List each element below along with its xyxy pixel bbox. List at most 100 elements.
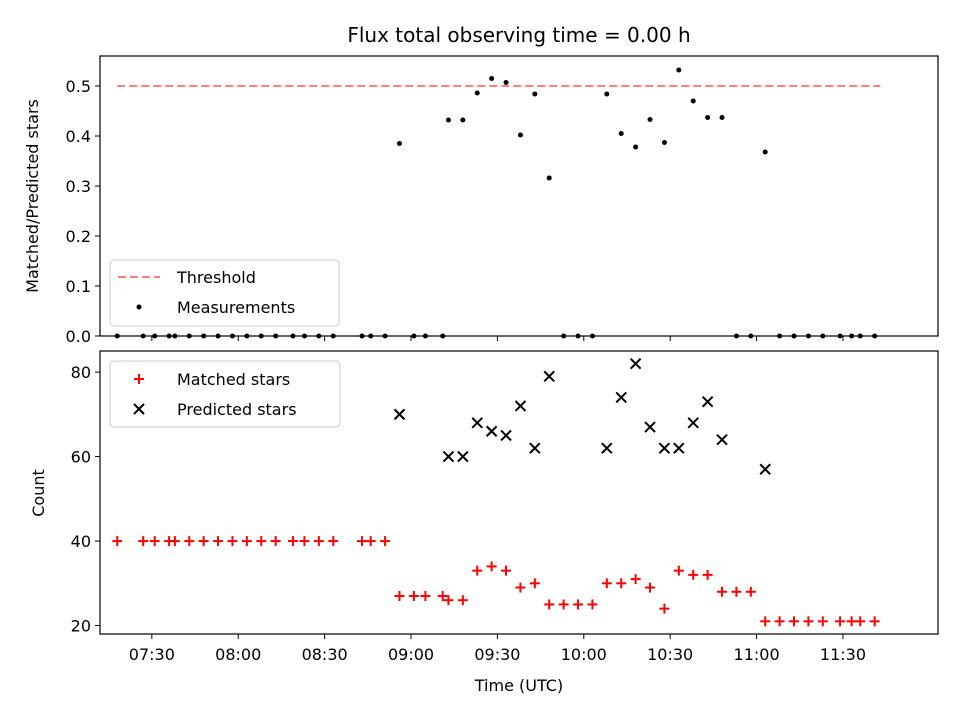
ratio-y-ticks: 0.0 0.1 0.2 0.3 0.4 0.5 <box>66 77 100 346</box>
predicted-star-point <box>629 357 642 370</box>
matched-star-point <box>365 536 376 547</box>
predicted-star-point <box>457 450 469 463</box>
measurement-point <box>396 141 402 146</box>
ratio-y-axis-label: Matched/Predicted stars <box>23 99 42 293</box>
matched-star-point <box>760 616 771 627</box>
matched-star-point <box>437 590 448 601</box>
measurement-point <box>460 117 466 123</box>
predicted-star-point <box>543 370 555 383</box>
matched-star-point <box>688 569 699 580</box>
matched-star-point <box>616 578 627 589</box>
count-panel-frame <box>99 350 939 635</box>
matched-star-point <box>198 536 209 547</box>
measurement-point <box>762 149 768 155</box>
matched-star-point <box>241 536 252 547</box>
predicted-star-point <box>471 417 483 429</box>
matched-star-point <box>774 616 785 627</box>
ratio-legend-box <box>109 259 340 327</box>
predicted-star-point <box>529 442 541 454</box>
matched-star-point <box>256 536 267 547</box>
count-legend: Matched stars Predicted stars <box>109 360 341 428</box>
matched-stars-legend-label: Matched stars <box>177 370 290 389</box>
ratio-y-tick-label: 0.0 <box>66 327 91 346</box>
measurement-point <box>445 117 451 123</box>
ratio-panel: 0.0 0.1 0.2 0.3 0.4 0.5 Matched/Predicted sta… <box>23 55 939 346</box>
measurement-point <box>546 175 552 181</box>
x-tick-label: 11:30 <box>820 645 866 664</box>
matched-star-point <box>270 536 281 547</box>
measurements-legend-swatch <box>136 304 142 310</box>
matched-star-point <box>573 599 584 610</box>
matched-star-point <box>299 536 310 547</box>
count-y-ticks: 20 40 60 80 <box>71 363 100 636</box>
matched-star-point <box>789 616 800 627</box>
matched-star-point <box>702 569 713 580</box>
predicted-star-point <box>514 400 527 412</box>
measurement-point <box>705 115 711 120</box>
matched-star-point <box>817 616 828 627</box>
matched-star-point <box>835 616 846 627</box>
predicted-star-point <box>716 433 728 446</box>
measurements-legend-label: Measurements <box>177 298 295 317</box>
matched-star-point <box>394 590 405 601</box>
ratio-y-tick-label: 0.4 <box>66 127 91 146</box>
matched-star-point <box>731 586 742 597</box>
predicted-star-point <box>644 421 656 433</box>
matched-star-point <box>227 536 238 547</box>
matched-star-point <box>630 574 641 585</box>
predicted-star-point <box>658 442 671 454</box>
matched-star-point <box>645 582 656 593</box>
ratio-y-tick-label: 0.1 <box>66 277 91 296</box>
measurement-point <box>474 90 480 96</box>
matched-star-point <box>855 616 866 627</box>
matched-star-point <box>529 578 540 589</box>
ratio-plot-area <box>114 67 881 339</box>
count-legend-box <box>109 360 341 428</box>
matched-star-point <box>601 578 612 589</box>
ratio-y-tick-label: 0.2 <box>66 227 91 246</box>
threshold-legend-label: Threshold <box>176 268 256 287</box>
x-tick-label: 10:00 <box>561 645 607 664</box>
matched-star-point <box>213 536 224 547</box>
matched-star-point <box>717 586 728 597</box>
count-plot-area <box>112 357 880 627</box>
matched-star-point <box>169 536 180 547</box>
count-panel: 20 40 60 80 07:30 08:00 08:30 09:00 09:30 10:00 1… <box>29 350 939 695</box>
measurement-point <box>661 140 667 145</box>
predicted-star-point <box>442 450 455 463</box>
matched-star-point <box>501 565 512 576</box>
matched-star-point <box>745 586 756 597</box>
matched-star-point <box>846 616 857 627</box>
x-axis-label: Time (UTC) <box>474 676 563 695</box>
x-tick-label: 10:30 <box>647 645 693 664</box>
predicted-star-point <box>615 391 627 404</box>
matched-star-point <box>486 561 497 572</box>
matched-star-point <box>472 565 483 576</box>
chart-title: Flux total observing time = 0.00 h <box>347 23 690 47</box>
predicted-star-point <box>601 442 613 454</box>
measurement-point <box>532 91 538 97</box>
predicted-stars-legend-swatch <box>133 403 145 415</box>
x-tick-label: 09:00 <box>388 645 434 664</box>
matched-star-point <box>184 536 195 547</box>
measurement-point <box>604 91 610 97</box>
measurement-point <box>676 67 682 73</box>
count-y-tick-label: 60 <box>71 448 91 467</box>
ratio-y-tick-label: 0.3 <box>66 177 91 196</box>
ratio-panel-frame <box>99 55 939 337</box>
measurement-point <box>489 76 495 81</box>
matched-star-point <box>544 599 555 610</box>
measurement-point <box>618 131 624 136</box>
matched-star-point <box>659 603 670 614</box>
predicted-star-point <box>500 429 512 442</box>
x-tick-label: 08:30 <box>302 645 348 664</box>
measurement-point <box>647 117 653 122</box>
matched-stars-legend-swatch <box>134 374 144 384</box>
matched-star-point <box>112 536 123 547</box>
matched-star-point <box>457 595 468 606</box>
predicted-star-point <box>485 425 498 437</box>
x-tick-label: 09:30 <box>474 645 520 664</box>
predicted-stars-legend-label: Predicted stars <box>177 400 297 419</box>
